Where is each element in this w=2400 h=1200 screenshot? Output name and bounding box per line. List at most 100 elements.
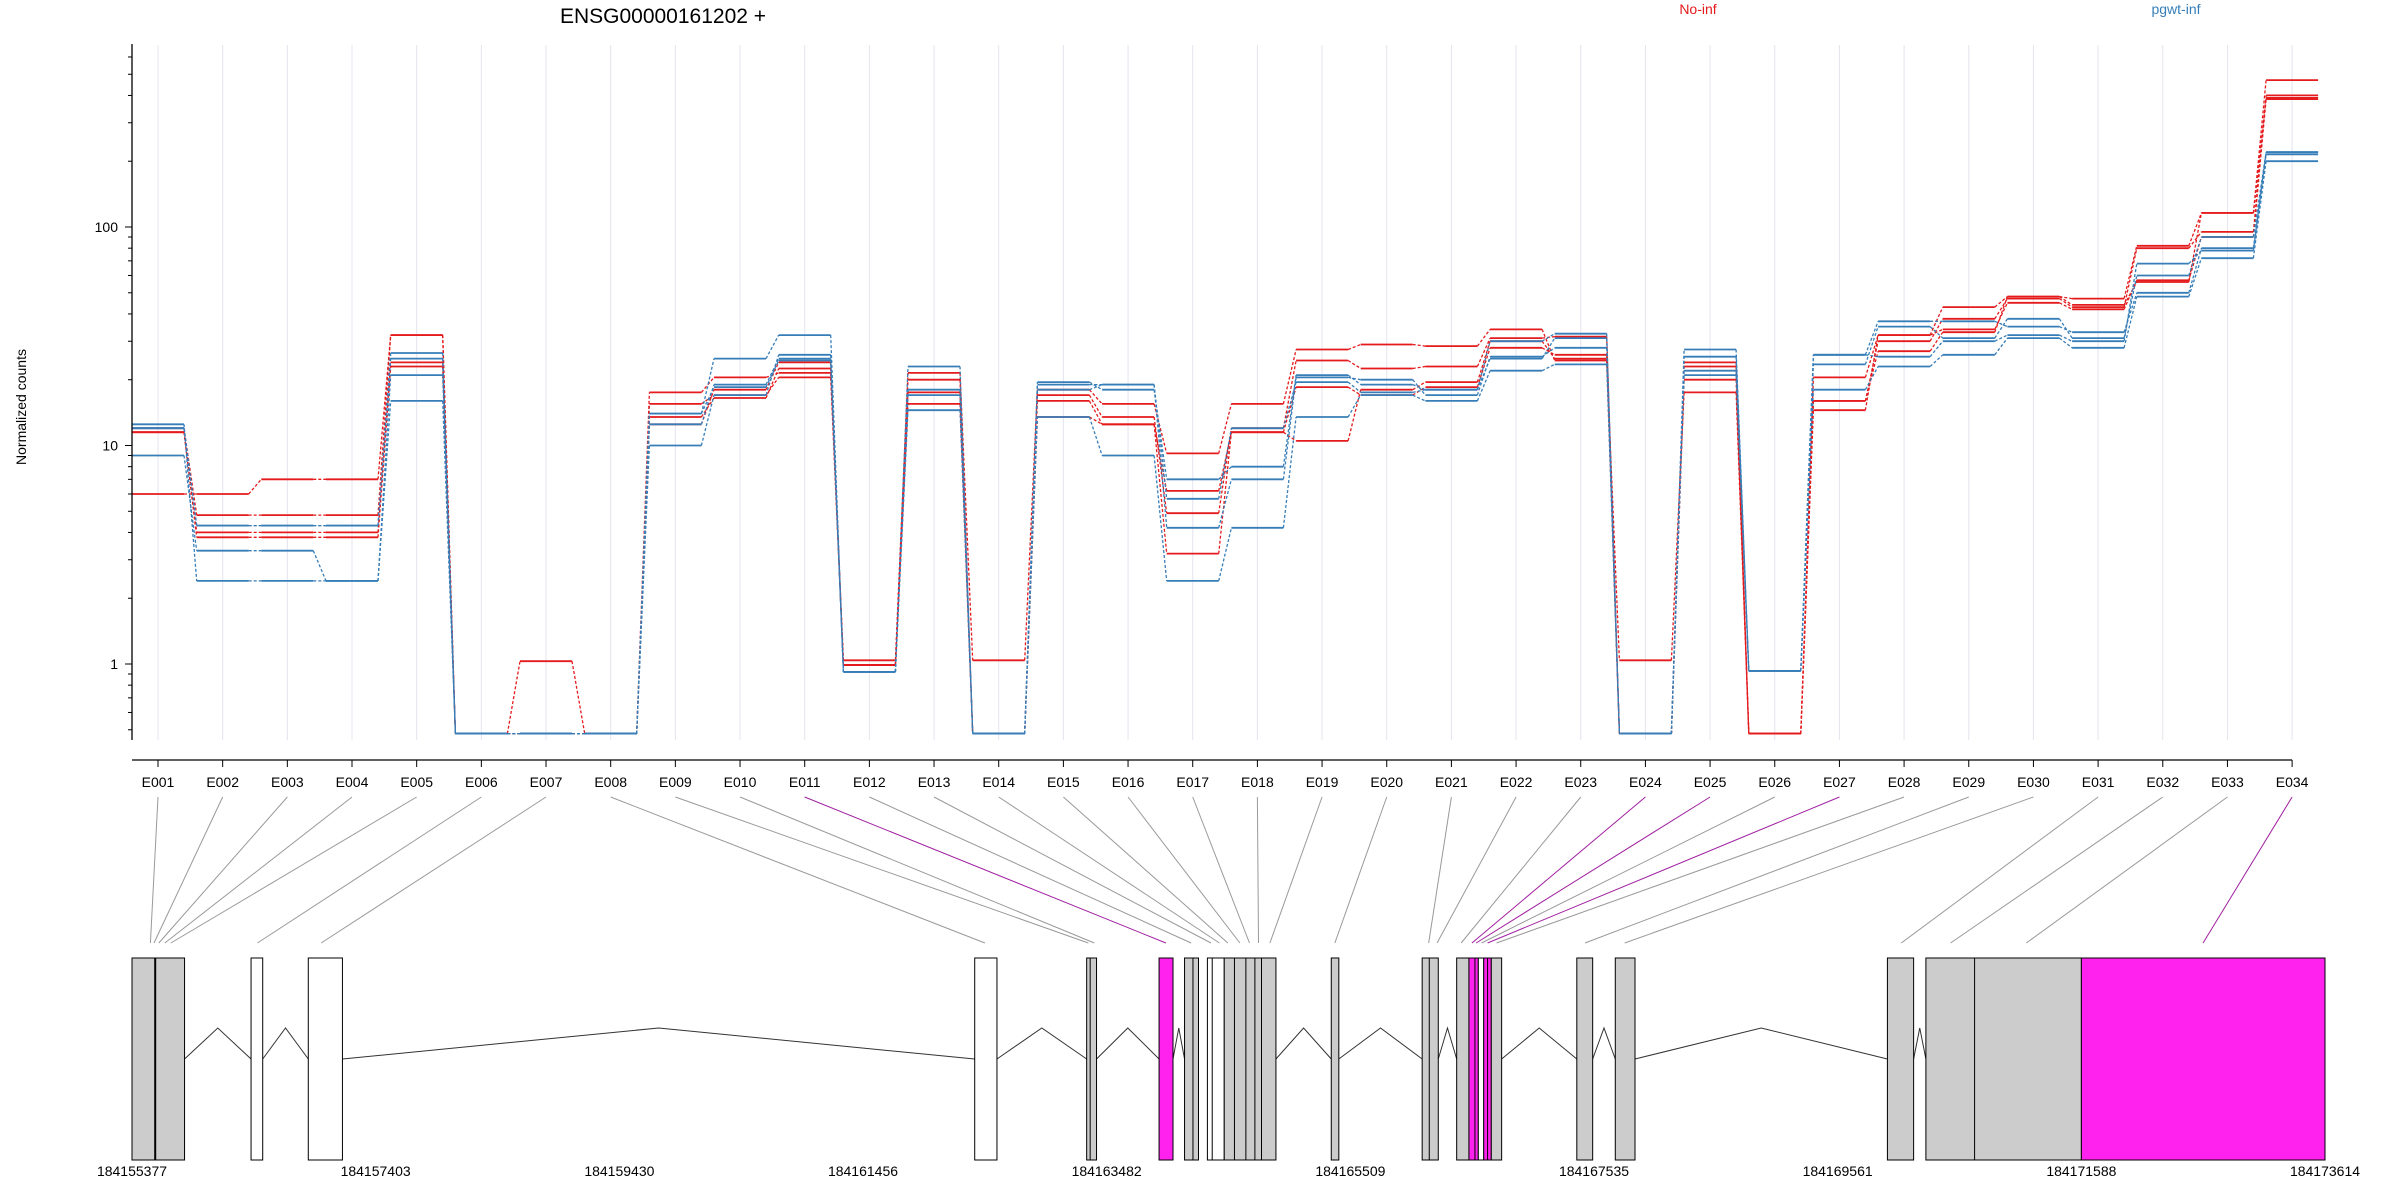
x-tick-label: E002 xyxy=(206,774,239,790)
exon-link xyxy=(1950,796,2164,944)
y-tick-label: 1 xyxy=(110,656,118,672)
series-line xyxy=(132,79,2319,735)
x-tick-label: E034 xyxy=(2276,774,2309,790)
genomic-tick-label: 184157403 xyxy=(341,1163,411,1179)
exon-block xyxy=(1468,957,1479,1161)
exon-block xyxy=(131,957,186,1161)
genomic-tick-label: 184155377 xyxy=(97,1163,167,1179)
x-tick-label: E001 xyxy=(142,774,175,790)
exon-link-lines xyxy=(149,796,2293,944)
exon-link xyxy=(933,796,1212,944)
x-tick-label: E022 xyxy=(1500,774,1533,790)
genomic-tick-label: 184169561 xyxy=(1803,1163,1873,1179)
x-tick-label: E007 xyxy=(530,774,563,790)
intron-connector xyxy=(1501,1027,1578,1060)
x-tick-label: E018 xyxy=(1241,774,1274,790)
exon-link xyxy=(158,796,288,944)
exon-link xyxy=(1127,796,1241,944)
exon-block xyxy=(2080,957,2326,1161)
exon-block xyxy=(250,957,264,1161)
x-tick-label: E026 xyxy=(1758,774,1791,790)
x-tick-label: E020 xyxy=(1370,774,1403,790)
x-tick-label: E006 xyxy=(465,774,498,790)
exon-block xyxy=(1206,957,1225,1161)
x-tick-label: E009 xyxy=(659,774,692,790)
legend-entry-pgwt-inf: pgwt-inf xyxy=(2151,1,2200,17)
exon-link xyxy=(998,796,1220,944)
exon-link xyxy=(1487,796,1840,944)
x-tick-label: E021 xyxy=(1435,774,1468,790)
exon-link xyxy=(1192,796,1250,944)
genomic-tick-label: 184173614 xyxy=(2290,1163,2360,1179)
x-tick-label: E028 xyxy=(1888,774,1921,790)
series-line xyxy=(132,153,2319,735)
x-tick-label: E008 xyxy=(594,774,627,790)
x-tick-label: E017 xyxy=(1176,774,1209,790)
intron-connector xyxy=(262,1027,309,1060)
series-line xyxy=(132,98,2319,735)
exon-link xyxy=(1475,796,1711,944)
exon-link xyxy=(1471,796,1646,944)
exon-link xyxy=(1460,796,1582,944)
series-line xyxy=(132,151,2319,735)
exon-block xyxy=(1456,957,1470,1161)
x-tick-label: E032 xyxy=(2146,774,2179,790)
exon-link xyxy=(153,796,224,944)
genomic-tick-label: 184171588 xyxy=(2046,1163,2116,1179)
exon-block xyxy=(1477,957,1485,1161)
exon-link xyxy=(804,796,1167,944)
chart-title: ENSG00000161202 + xyxy=(560,5,766,28)
exon-block xyxy=(1223,957,1277,1161)
exon-link xyxy=(675,796,1089,944)
intron-connector xyxy=(996,1027,1087,1060)
legend-entry-no-inf: No-inf xyxy=(1679,1,1716,17)
exon-link xyxy=(1334,796,1388,944)
x-tick-label: E019 xyxy=(1306,774,1339,790)
exon-block xyxy=(307,957,343,1161)
exon-link xyxy=(869,796,1192,944)
genomic-tick-label: 184159430 xyxy=(584,1163,654,1179)
y-axis-label: Normalized counts xyxy=(13,349,29,465)
intron-connector xyxy=(342,1027,975,1060)
count-lines xyxy=(132,79,2319,735)
exon-link xyxy=(1481,796,1775,944)
exon-link xyxy=(1428,796,1452,944)
x-tick-label: E012 xyxy=(853,774,886,790)
exon-link xyxy=(1269,796,1323,944)
x-tick-label: E016 xyxy=(1112,774,1145,790)
x-tick-label: E031 xyxy=(2082,774,2115,790)
exon-link xyxy=(320,796,547,944)
series-line xyxy=(132,97,2319,735)
x-tick-label: E029 xyxy=(1952,774,1985,790)
intron-connector xyxy=(1634,1027,1888,1060)
exon-link xyxy=(739,796,1095,944)
genomic-tick-label: 184161456 xyxy=(828,1163,898,1179)
exon-block xyxy=(1886,957,1915,1161)
exon-link xyxy=(1256,796,1260,944)
genomic-tick-label: 184165509 xyxy=(1315,1163,1385,1179)
exon-block xyxy=(1576,957,1594,1161)
series-connector xyxy=(183,152,2267,735)
series-line xyxy=(132,151,2319,735)
exon-block xyxy=(1158,957,1174,1161)
exon-link xyxy=(1624,796,2034,944)
x-tick-label: E027 xyxy=(1823,774,1856,790)
x-axis: E001 E002 E003 E004 E005 E006 E007 E008 E009 E010… xyxy=(132,759,2309,790)
exon-link xyxy=(170,796,417,944)
series-connector xyxy=(183,95,2267,735)
exon-link xyxy=(1900,796,2099,944)
genomic-axis: 184155377 184157403 184159430 184161456 1841… xyxy=(97,1163,2360,1179)
exon-block xyxy=(1184,957,1199,1161)
x-tick-label: E011 xyxy=(789,774,821,790)
series-connector xyxy=(183,154,2267,735)
vertical-gridlines xyxy=(157,45,2293,740)
series-connector xyxy=(184,80,2267,734)
series-line xyxy=(132,94,2319,735)
y-tick-label: 10 xyxy=(102,438,118,454)
exon-link xyxy=(2202,796,2293,944)
x-tick-label: E010 xyxy=(724,774,757,790)
intron-connector xyxy=(184,1027,252,1060)
exon-block xyxy=(1925,957,2082,1161)
series-connector xyxy=(183,152,2267,735)
